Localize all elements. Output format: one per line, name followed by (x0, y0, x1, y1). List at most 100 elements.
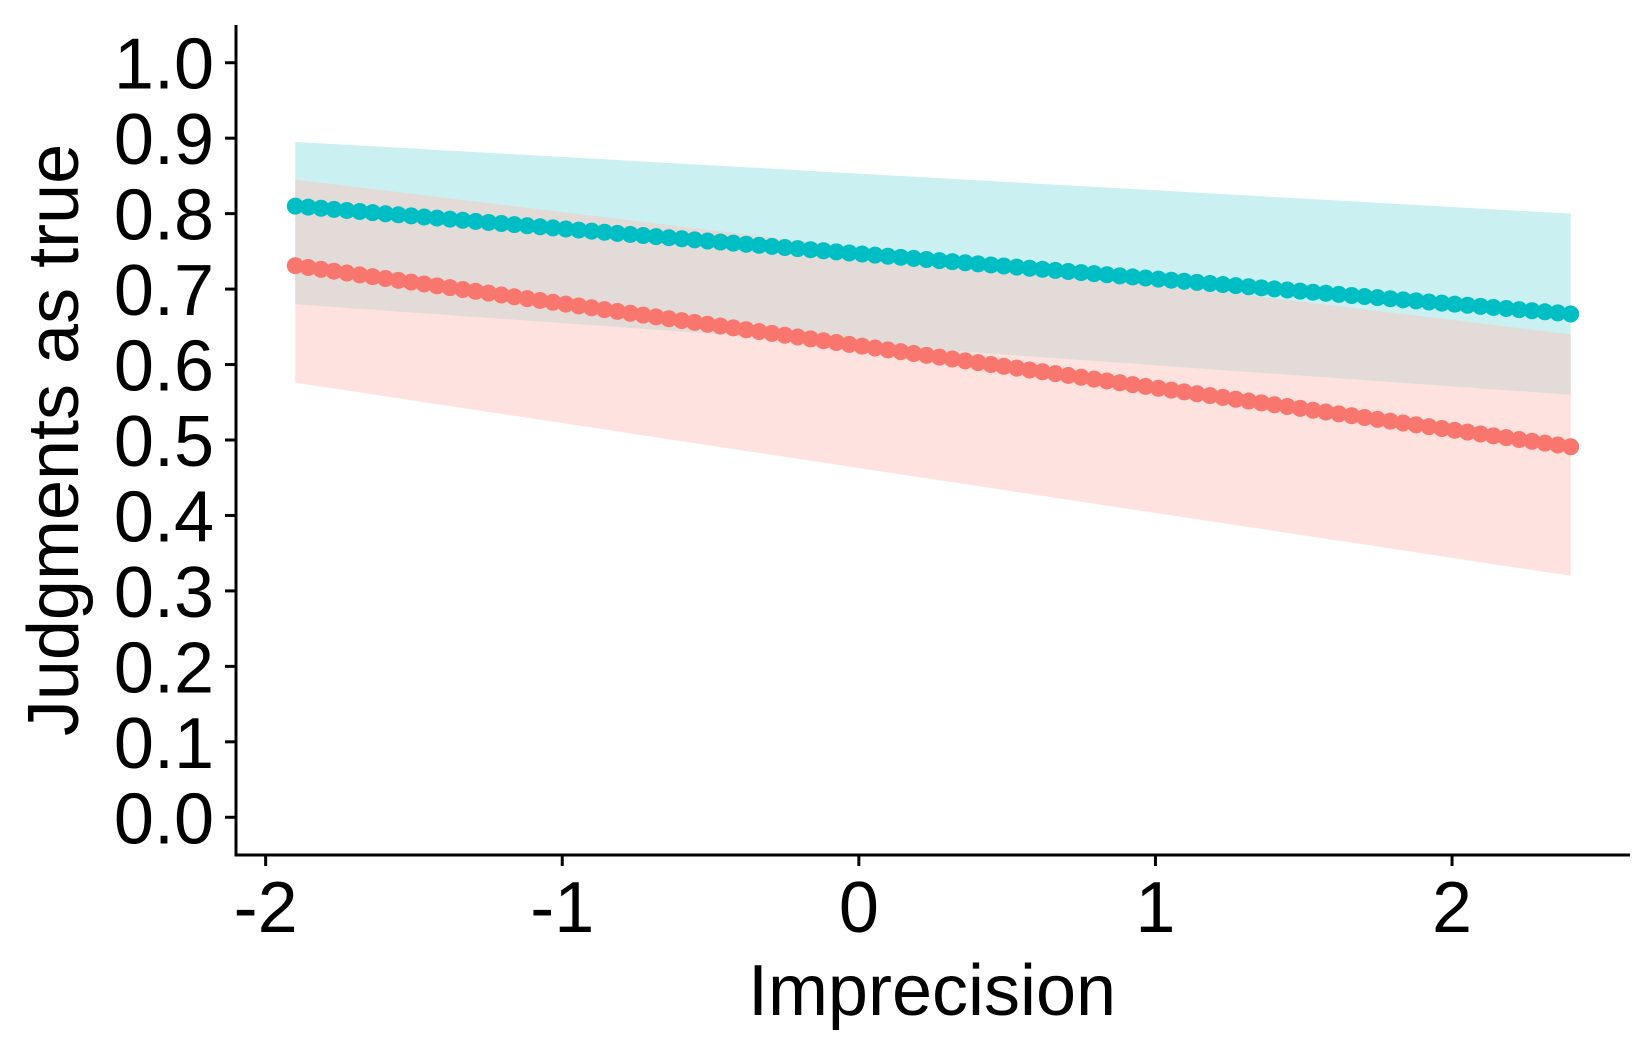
data-point (338, 264, 356, 282)
data-point (621, 304, 639, 322)
data-point (325, 262, 343, 280)
data-point (969, 354, 987, 372)
data-point (1343, 286, 1361, 304)
data-point (441, 279, 459, 297)
data-point (299, 259, 317, 277)
data-point (570, 297, 588, 315)
data-point (1497, 300, 1515, 318)
data-point (1484, 427, 1502, 445)
data-point (1137, 269, 1155, 287)
x-tick-label: -2 (234, 868, 298, 948)
data-point (1562, 305, 1580, 323)
data-point (853, 245, 871, 263)
data-point (557, 220, 575, 238)
data-point (1021, 361, 1039, 379)
data-point (1304, 283, 1322, 301)
data-point (711, 317, 729, 335)
data-point (840, 244, 858, 262)
data-point (389, 206, 407, 224)
y-tick-label: 0.6 (114, 327, 214, 407)
data-point (1085, 370, 1103, 388)
y-tick-label: 1.0 (114, 25, 214, 105)
y-tick-label: 0.1 (114, 704, 214, 784)
data-point (1497, 429, 1515, 447)
data-point (351, 203, 369, 221)
data-point (1433, 294, 1451, 312)
data-point (1175, 383, 1193, 401)
data-point (660, 310, 678, 328)
data-point (879, 341, 897, 359)
data-point (492, 215, 510, 233)
data-point (1072, 368, 1090, 386)
data-point (776, 326, 794, 344)
data-point (1317, 403, 1335, 421)
data-point (1240, 278, 1258, 296)
data-point (1034, 363, 1051, 381)
data-point (789, 240, 807, 258)
data-point (930, 348, 948, 366)
data-point (1227, 277, 1245, 295)
data-point (377, 205, 394, 223)
confidence-bands (295, 142, 1571, 576)
data-point (415, 275, 433, 293)
y-tick-label: 0.3 (114, 553, 214, 633)
data-point (1149, 270, 1167, 288)
data-point (1356, 409, 1374, 427)
data-point (557, 295, 575, 313)
data-point (1446, 295, 1464, 313)
data-point (1433, 420, 1451, 437)
data-point (1162, 271, 1180, 289)
x-tick-label: 1 (1135, 868, 1175, 948)
data-point (1214, 388, 1232, 406)
data-point (454, 211, 472, 229)
data-point (1240, 392, 1258, 410)
data-point (879, 247, 897, 265)
data-point (428, 209, 446, 227)
data-point (1459, 423, 1477, 441)
data-point (1253, 394, 1270, 412)
data-point (441, 210, 459, 228)
data-point (1330, 285, 1348, 303)
data-point (1343, 407, 1361, 425)
data-point (377, 270, 394, 287)
data-point (505, 216, 523, 234)
data-point (1201, 274, 1219, 292)
data-point (969, 255, 987, 273)
data-point (518, 290, 536, 308)
data-point (364, 268, 382, 286)
y-ticks: 0.00.10.20.30.40.50.60.70.80.91.0 (114, 25, 236, 859)
data-point (312, 260, 330, 278)
y-tick-label: 0.9 (114, 100, 214, 180)
data-point (1523, 302, 1541, 320)
x-axis-title: Imprecision (748, 951, 1116, 1031)
data-point (943, 253, 961, 271)
data-point (531, 291, 549, 309)
data-point (325, 200, 343, 218)
data-point (1137, 377, 1155, 395)
data-point (544, 293, 562, 311)
data-point (1201, 387, 1219, 405)
data-point (660, 229, 678, 247)
data-point (608, 224, 626, 242)
data-point (892, 248, 910, 266)
data-point (918, 251, 936, 268)
data-point (1072, 264, 1090, 282)
data-point (1124, 376, 1142, 394)
data-point (1227, 390, 1245, 408)
data-point (1536, 434, 1554, 452)
data-point (544, 219, 562, 237)
data-point (505, 288, 523, 306)
data-point (1046, 365, 1064, 383)
data-point (699, 232, 717, 250)
data-point (918, 346, 936, 364)
data-point (802, 241, 820, 259)
data-point (943, 350, 961, 368)
data-point (389, 271, 407, 289)
data-point (286, 257, 304, 275)
data-point (1549, 436, 1567, 454)
data-point (750, 323, 768, 341)
data-point (608, 302, 626, 320)
data-point (699, 315, 717, 333)
data-point (351, 266, 369, 284)
y-tick-label: 0.5 (114, 402, 214, 482)
